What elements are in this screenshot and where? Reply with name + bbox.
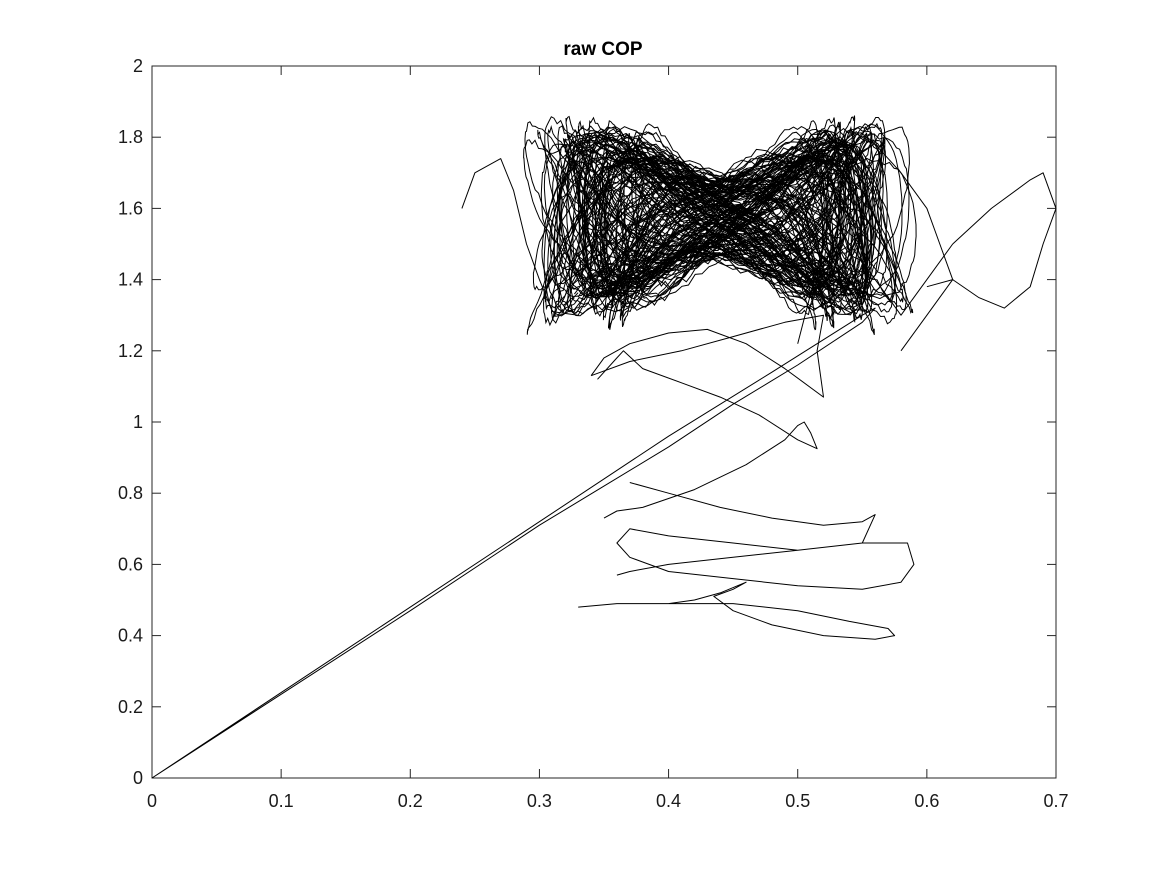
cluster-loop [620, 143, 829, 297]
series-layer [151, 115, 1057, 779]
cluster-loop [556, 130, 842, 289]
cluster-loop [620, 175, 858, 310]
y-tick-label: 1.4 [118, 270, 143, 290]
x-tick-label: 0.4 [656, 791, 681, 811]
cluster-loop [608, 171, 817, 331]
cluster-loop [526, 174, 875, 336]
series-line [597, 350, 818, 519]
cluster-loop [623, 129, 840, 298]
x-tick-label: 0.2 [398, 791, 423, 811]
series-line [151, 307, 876, 779]
x-axis: 0 0.1 0.2 0.3 0.4 0.5 0.6 0.7 [147, 66, 1069, 811]
y-tick-label: 1.2 [118, 341, 143, 361]
series-line [926, 172, 1057, 309]
cluster-loop [608, 171, 835, 330]
y-tick-label: 1 [133, 412, 143, 432]
y-axis: 0 0.2 0.4 0.6 0.8 1 1.2 1.4 1.6 1.8 2 [118, 56, 1056, 788]
y-tick-label: 0 [133, 768, 143, 788]
y-tick-label: 0.2 [118, 697, 143, 717]
series-line [616, 482, 915, 590]
cluster-loop [573, 125, 910, 280]
chart-title: raw COP [563, 39, 643, 60]
cluster-loop [543, 136, 868, 317]
cluster-loop [603, 144, 834, 291]
cluster-loop [584, 158, 863, 296]
cluster-loop [621, 172, 835, 328]
cluster-loop [620, 155, 835, 320]
x-tick-label: 0 [147, 791, 157, 811]
y-tick-label: 0.8 [118, 483, 143, 503]
plot-area [151, 65, 1057, 779]
y-tick-label: 1.6 [118, 198, 143, 218]
y-tick-label: 0.6 [118, 554, 143, 574]
x-tick-label: 0.1 [269, 791, 294, 811]
x-tick-label: 0.5 [785, 791, 810, 811]
x-tick-label: 0.7 [1043, 791, 1068, 811]
cluster-loop [544, 172, 907, 311]
y-tick-label: 1.8 [118, 127, 143, 147]
y-tick-label: 2 [133, 56, 143, 76]
cluster-loop [559, 156, 917, 300]
x-tick-label: 0.6 [914, 791, 939, 811]
cluster-loop [593, 127, 864, 311]
cluster-loop [553, 135, 873, 315]
y-tick-label: 0.4 [118, 626, 143, 646]
series-line [578, 581, 896, 640]
cluster-loop [590, 148, 814, 316]
series-line [590, 314, 824, 398]
cluster-loop [540, 139, 867, 280]
x-tick-label: 0.3 [527, 791, 552, 811]
